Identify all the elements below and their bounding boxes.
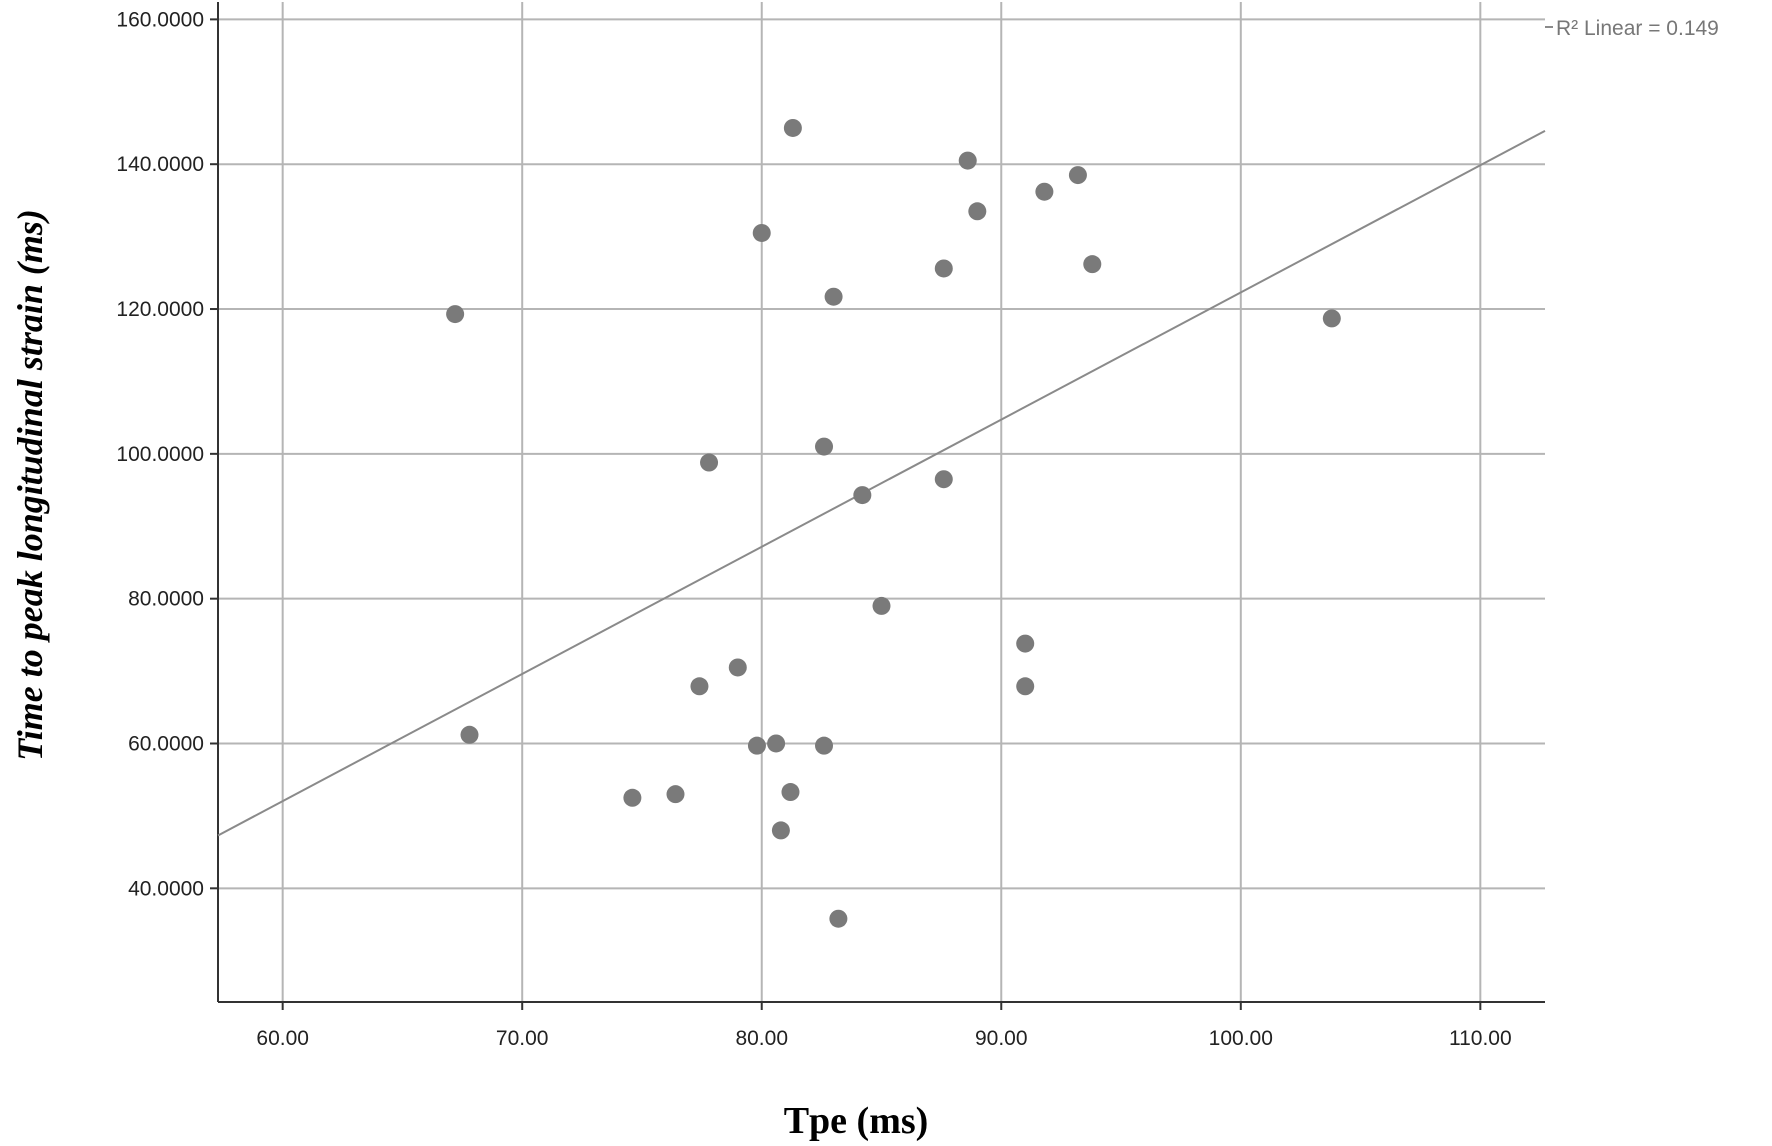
- data-point: [783, 118, 802, 137]
- data-point: [747, 736, 766, 755]
- data-point: [1035, 182, 1054, 201]
- x-tick-label: 70.00: [496, 1027, 549, 1050]
- data-point: [1068, 166, 1087, 185]
- fit-line-group: [217, 26, 1553, 837]
- data-point: [728, 658, 747, 677]
- x-tick-label: 60.00: [256, 1027, 309, 1050]
- y-tick-label: 160.0000: [116, 8, 204, 31]
- x-tick-label: 110.00: [1449, 1027, 1512, 1050]
- data-point: [752, 223, 771, 242]
- y-axis-title: Time to peak longitudinal strain (ms): [10, 209, 50, 761]
- data-point: [824, 287, 843, 306]
- data-point: [623, 788, 642, 807]
- data-points: [446, 118, 1341, 928]
- data-point: [872, 596, 891, 615]
- x-tick-label: 100.00: [1209, 1027, 1273, 1050]
- axes: [217, 2, 1545, 1003]
- data-point: [1322, 309, 1341, 328]
- data-point: [771, 821, 790, 840]
- data-point: [815, 437, 834, 456]
- data-point: [934, 259, 953, 278]
- grid-lines: [210, 2, 1545, 1010]
- data-point: [958, 151, 977, 170]
- data-point: [815, 736, 834, 755]
- data-point: [767, 734, 786, 753]
- data-point: [460, 725, 479, 744]
- regression-line: [217, 130, 1546, 837]
- data-point: [446, 305, 465, 324]
- y-tick-label: 80.0000: [128, 588, 204, 611]
- data-point: [666, 785, 685, 804]
- data-point: [700, 453, 719, 472]
- y-tick-label: 140.0000: [116, 153, 204, 176]
- data-point: [829, 909, 848, 928]
- data-point: [781, 783, 800, 802]
- data-point: [1016, 677, 1035, 696]
- y-tick-label: 120.0000: [116, 298, 204, 321]
- y-tick-label: 60.0000: [128, 732, 204, 755]
- data-point: [968, 202, 987, 221]
- data-point: [934, 470, 953, 489]
- y-tick-label: 100.0000: [116, 443, 204, 466]
- data-point: [690, 677, 709, 696]
- data-point: [1083, 255, 1102, 274]
- x-tick-label: 80.00: [735, 1027, 788, 1050]
- x-axis-title: Tpe (ms): [784, 1100, 929, 1142]
- x-tick-labels: 60.00 70.00 80.00 90.00 100.00 110.00: [256, 1027, 1511, 1050]
- data-point: [1016, 634, 1035, 653]
- r2-annotation: R² Linear = 0.149: [1556, 17, 1719, 40]
- x-tick-label: 90.00: [975, 1027, 1028, 1050]
- y-tick-label: 40.0000: [128, 877, 204, 900]
- y-tick-labels: 40.0000 60.0000 80.0000 100.0000 120.0000 140…: [116, 8, 204, 900]
- data-point: [853, 486, 872, 505]
